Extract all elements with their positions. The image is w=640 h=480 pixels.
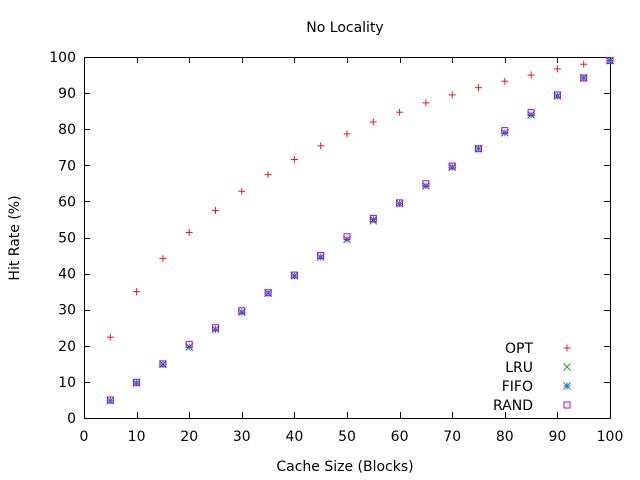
y-tick-label: 60: [58, 194, 76, 210]
x-tick-label: 60: [391, 429, 409, 445]
x-axis-label: Cache Size (Blocks): [276, 459, 413, 475]
chart-title: No Locality: [306, 20, 383, 36]
y-tick-label: 100: [49, 50, 76, 66]
x-tick-label: 0: [80, 429, 89, 445]
data-point-opt: [501, 77, 509, 85]
legend: OPT LRU FIFO RAND: [493, 341, 571, 414]
data-point-opt: [133, 288, 141, 296]
data-point-opt: [317, 142, 325, 150]
data-point-rand: [212, 324, 219, 332]
data-point-rand: [185, 340, 193, 348]
data-point-fifo: [500, 128, 509, 137]
data-point-opt: [212, 206, 219, 214]
data-point-fifo: [316, 253, 325, 261]
data-point-opt: [448, 91, 456, 99]
legend-label-fifo: FIFO: [502, 379, 533, 395]
x-tick-label: 80: [496, 429, 514, 445]
data-point-fifo: [211, 325, 220, 334]
data-point-opt: [185, 228, 193, 236]
y-axis-label: Hit Rate (%): [7, 195, 23, 280]
y-tick-label: 20: [58, 339, 76, 355]
data-point-fifo: [579, 74, 588, 82]
x-tick-label: 100: [597, 429, 624, 445]
legend-label-rand: RAND: [493, 398, 533, 414]
data-point-opt: [159, 254, 167, 262]
data-point-opt: [106, 333, 114, 341]
data-point-fifo: [474, 144, 483, 153]
x-tick-label: 10: [128, 429, 146, 445]
data-point-opt: [264, 171, 272, 179]
data-point-rand: [501, 127, 509, 135]
data-point-rand: [553, 91, 561, 99]
data-point-rand: [133, 378, 141, 386]
legend-marker-rand: [563, 401, 571, 409]
data-point-fifo: [553, 92, 562, 100]
x-tick-label: 20: [180, 429, 198, 445]
data-point-fifo: [606, 56, 614, 65]
data-point-opt: [369, 118, 377, 126]
data-point-rand: [264, 289, 272, 297]
data-point-rand: [290, 271, 298, 279]
data-point-opt: [527, 71, 535, 79]
x-tick-label: 30: [233, 429, 251, 445]
data-point-rand: [159, 360, 167, 368]
x-tick-label: 40: [285, 429, 303, 445]
data-point-fifo: [237, 308, 246, 317]
data-points: [106, 56, 614, 405]
data-point-fifo: [527, 110, 535, 119]
data-point-fifo: [448, 163, 457, 171]
data-point-opt: [553, 65, 561, 73]
data-point-opt: [343, 130, 351, 138]
legend-marker-opt: [563, 344, 571, 352]
data-point-rand: [422, 180, 430, 188]
x-tick-label: 50: [338, 429, 356, 445]
y-tick-label: 50: [58, 231, 76, 247]
data-point-rand: [606, 57, 614, 65]
data-point-rand: [106, 396, 114, 404]
legend-marker-lru: [563, 363, 571, 371]
data-point-opt: [396, 108, 404, 116]
y-tick-label: 0: [67, 411, 76, 427]
y-tick-label: 70: [58, 158, 76, 174]
x-tick-label: 90: [548, 429, 566, 445]
y-tick-label: 10: [58, 375, 76, 391]
data-point-opt: [422, 99, 430, 107]
data-point-rand: [343, 233, 351, 241]
data-point-rand: [396, 199, 404, 207]
axis-ticks: 0 10 20 30 40 50 60 70 80 90 100 0 10 20 30 40 50 60 70 80 9…: [49, 50, 623, 445]
data-point-rand: [238, 307, 246, 315]
data-point-fifo: [369, 215, 378, 224]
y-tick-label: 40: [58, 267, 76, 283]
data-point-opt: [580, 60, 588, 68]
data-point-rand: [448, 162, 456, 170]
data-point-fifo: [422, 182, 430, 190]
legend-marker-fifo: [563, 382, 571, 390]
data-point-opt: [475, 84, 482, 92]
data-point-opt: [290, 156, 298, 164]
data-point-rand: [317, 252, 325, 260]
legend-label-lru: LRU: [505, 360, 533, 376]
y-tick-label: 30: [58, 303, 76, 319]
data-point-rand: [475, 145, 482, 153]
data-point-rand: [580, 74, 588, 82]
y-tick-label: 90: [58, 86, 76, 102]
data-point-opt: [238, 187, 246, 195]
data-point-rand: [369, 214, 377, 222]
x-tick-label: 70: [443, 429, 461, 445]
data-point-rand: [527, 109, 535, 117]
legend-label-opt: OPT: [505, 341, 533, 357]
y-tick-label: 80: [58, 122, 76, 138]
